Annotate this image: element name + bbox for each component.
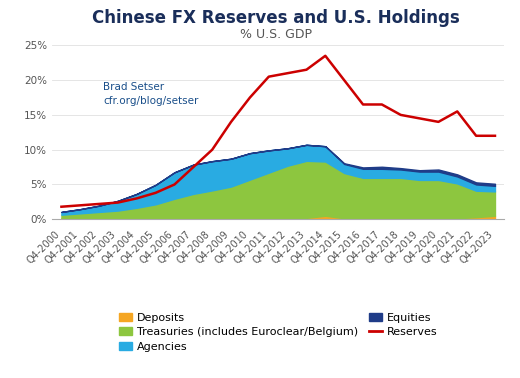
Legend: Deposits, Treasuries (includes Euroclear/Belgium), Agencies, Equities, Reserves: Deposits, Treasuries (includes Euroclear… [114, 308, 442, 356]
Text: Chinese FX Reserves and U.S. Holdings: Chinese FX Reserves and U.S. Holdings [92, 9, 460, 28]
Text: % U.S. GDP: % U.S. GDP [240, 28, 311, 41]
Text: Brad Setser
cfr.org/blog/setser: Brad Setser cfr.org/blog/setser [103, 82, 198, 105]
